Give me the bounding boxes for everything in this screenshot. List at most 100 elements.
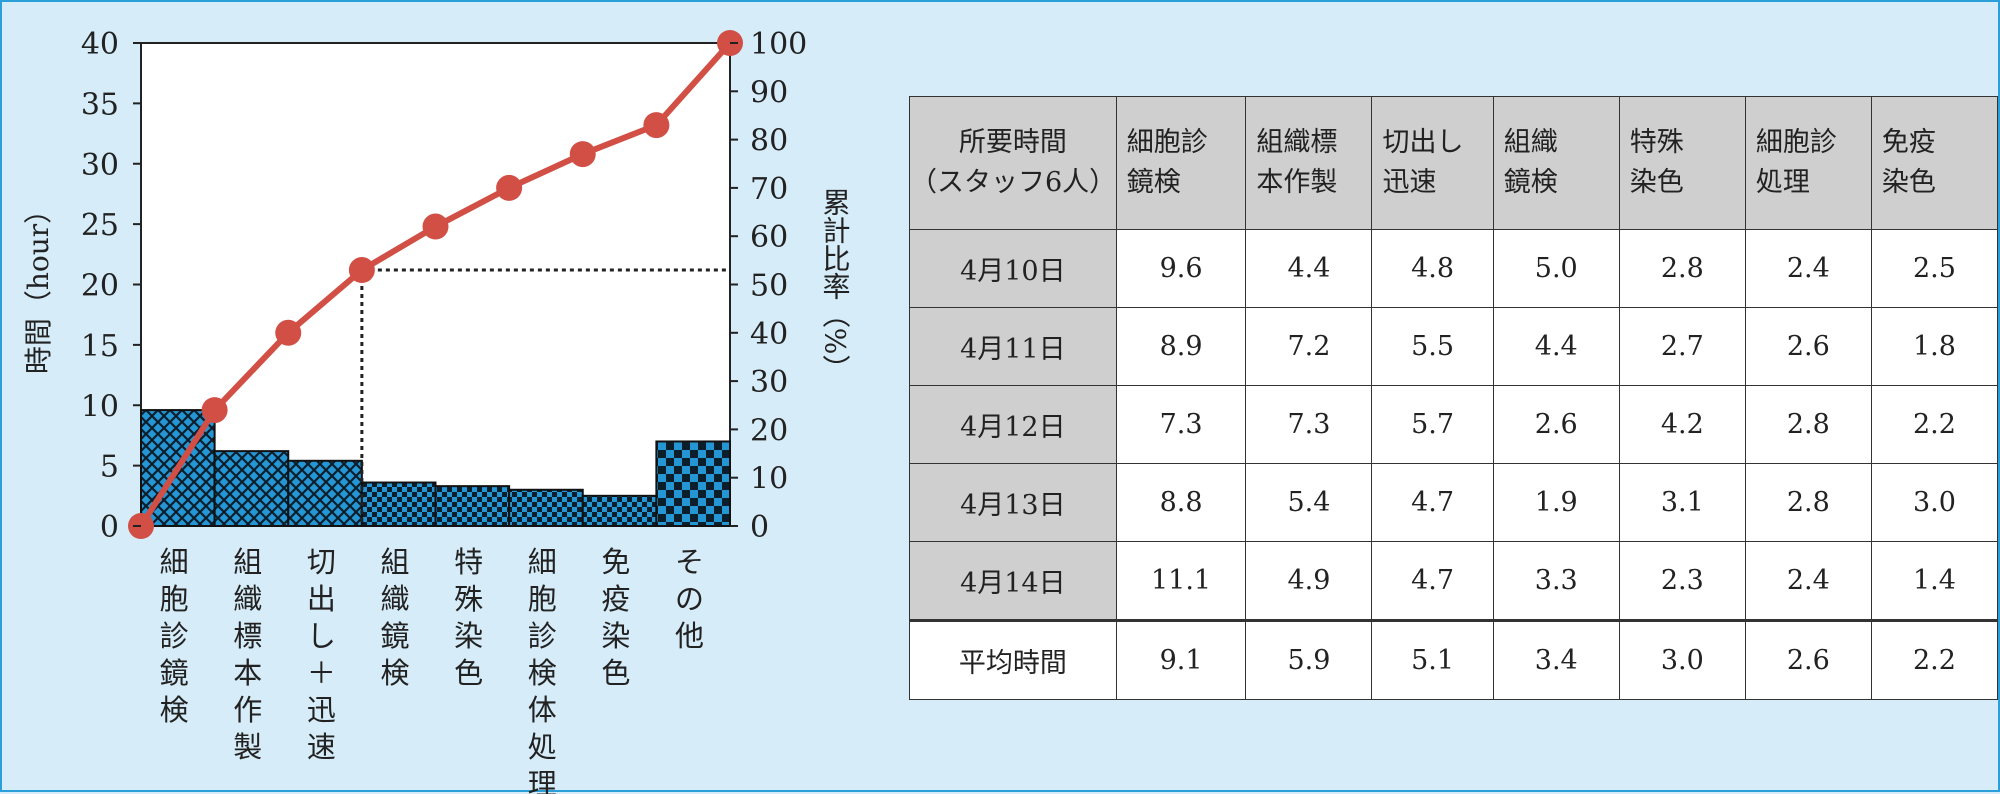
data-table: 所要時間 （スタッフ6人） 細胞診 鏡検 組織標 本作製 切出し 迅速 組織 鏡検 特殊 染色 細胞… xyxy=(909,96,1999,700)
right-axis-tick-label: 60 xyxy=(750,220,788,255)
value-cell: 9.1 xyxy=(1115,619,1247,700)
right-axis-tick-label: 90 xyxy=(750,75,788,110)
value-cell: 4.9 xyxy=(1245,541,1373,621)
left-axis-tick-label: 25 xyxy=(81,208,119,243)
value-cell: 3.3 xyxy=(1492,541,1620,621)
value-cell: 2.7 xyxy=(1618,307,1746,386)
left-axis-tick-label: 30 xyxy=(81,148,119,183)
value-cell: 5.4 xyxy=(1245,463,1373,542)
table-column-header: 免疫 染色 xyxy=(1870,96,1999,230)
bar xyxy=(287,459,363,528)
value-cell: 2.2 xyxy=(1870,385,1999,464)
value-cell: 4.4 xyxy=(1492,307,1620,386)
value-cell: 8.9 xyxy=(1115,307,1247,386)
value-cell: 2.3 xyxy=(1618,541,1746,621)
category-label: その他 xyxy=(675,545,704,653)
category-label: 組織標本作製 xyxy=(233,545,262,764)
value-cell: 2.5 xyxy=(1870,229,1999,308)
value-cell: 2.6 xyxy=(1492,385,1620,464)
left-axis-tick-label: 40 xyxy=(81,27,119,62)
value-cell: 5.5 xyxy=(1371,307,1494,386)
right-axis-tick-label: 0 xyxy=(750,510,769,545)
table-row: 4月14日 11.1 4.9 4.7 3.3 2.3 2.4 1.4 xyxy=(909,541,1999,621)
value-cell: 3.1 xyxy=(1618,463,1746,542)
table-column-header: 特殊 染色 xyxy=(1618,96,1746,230)
left-axis-tick-label: 15 xyxy=(81,329,119,364)
category-label: 免疫染色 xyxy=(601,545,630,690)
value-cell: 3.0 xyxy=(1870,463,1999,542)
bar xyxy=(360,481,437,527)
category-label: 特殊染色 xyxy=(454,545,483,690)
table-column-header: 組織標 本作製 xyxy=(1245,96,1373,230)
cumulative-point xyxy=(201,397,228,424)
value-cell: 5.7 xyxy=(1371,385,1494,464)
value-cell: 2.4 xyxy=(1744,229,1872,308)
bar xyxy=(213,450,290,528)
average-label-cell: 平均時間 xyxy=(909,619,1117,700)
table-header-row: 所要時間 （スタッフ6人） 細胞診 鏡検 組織標 本作製 切出し 迅速 組織 鏡検 特殊 染色 細胞… xyxy=(909,96,1999,230)
cumulative-point xyxy=(422,213,449,240)
right-axis-tick-label: 30 xyxy=(750,365,788,400)
cumulative-point xyxy=(348,257,375,284)
date-cell: 4月14日 xyxy=(909,541,1117,621)
value-cell: 7.2 xyxy=(1245,307,1373,386)
cumulative-point xyxy=(569,141,596,168)
value-cell: 4.8 xyxy=(1371,229,1494,308)
table-row: 4月13日 8.8 5.4 4.7 1.9 3.1 2.8 3.0 xyxy=(909,463,1999,542)
table-row: 4月11日 8.9 7.2 5.5 4.4 2.7 2.6 1.8 xyxy=(909,307,1999,386)
date-cell: 4月12日 xyxy=(909,385,1117,464)
category-label: 細胞診鏡検 xyxy=(160,545,189,727)
value-cell: 3.4 xyxy=(1492,619,1620,700)
left-axis-tick-label: 20 xyxy=(81,269,119,304)
right-axis-tick-label: 10 xyxy=(750,462,788,497)
value-cell: 11.1 xyxy=(1115,541,1247,621)
plot-area xyxy=(140,42,731,527)
bar xyxy=(581,494,658,527)
value-cell: 2.8 xyxy=(1618,229,1746,308)
table-column-header: 切出し 迅速 xyxy=(1371,96,1494,230)
bar xyxy=(508,488,584,527)
table-row: 4月12日 7.3 7.3 5.7 2.6 4.2 2.8 2.2 xyxy=(909,385,1999,464)
table-corner-header: 所要時間 （スタッフ6人） xyxy=(909,96,1117,230)
value-cell: 1.8 xyxy=(1870,307,1999,386)
category-label: 細胞診検体処理 xyxy=(528,545,557,794)
bar xyxy=(434,485,511,527)
left-axis-tick-label: 35 xyxy=(81,87,119,122)
value-cell: 4.7 xyxy=(1371,463,1494,542)
value-cell: 4.4 xyxy=(1245,229,1373,308)
value-cell: 9.6 xyxy=(1115,229,1247,308)
cumulative-point xyxy=(275,319,302,346)
table-average-row: 平均時間 9.1 5.9 5.1 3.4 3.0 2.6 2.2 xyxy=(909,619,1999,700)
table-column-header: 細胞診 処理 xyxy=(1744,96,1872,230)
right-axis-tick-label: 50 xyxy=(750,269,788,304)
date-cell: 4月11日 xyxy=(909,307,1117,386)
value-cell: 4.2 xyxy=(1618,385,1746,464)
left-axis-label: 時間（hour） xyxy=(22,196,55,374)
category-label: 切出し＋迅速 xyxy=(307,545,336,764)
category-label: 組織鏡検 xyxy=(380,545,409,690)
value-cell: 5.0 xyxy=(1492,229,1620,308)
value-cell: 2.8 xyxy=(1744,463,1872,542)
value-cell: 5.1 xyxy=(1371,619,1494,700)
right-axis-tick-label: 20 xyxy=(750,413,788,448)
right-axis-label: 累計比率（%） xyxy=(819,188,852,383)
left-axis-tick-label: 5 xyxy=(100,450,119,485)
table-row: 4月10日 9.6 4.4 4.8 5.0 2.8 2.4 2.5 xyxy=(909,229,1999,308)
value-cell: 8.8 xyxy=(1115,463,1247,542)
value-cell: 1.4 xyxy=(1870,541,1999,621)
date-cell: 4月10日 xyxy=(909,229,1117,308)
value-cell: 3.0 xyxy=(1618,619,1746,700)
value-cell: 4.7 xyxy=(1371,541,1494,621)
value-cell: 2.6 xyxy=(1744,307,1872,386)
right-axis-tick-label: 40 xyxy=(750,317,788,352)
cumulative-point xyxy=(496,174,523,201)
right-axis-tick-label: 80 xyxy=(750,124,788,159)
value-cell: 2.4 xyxy=(1744,541,1872,621)
value-cell: 2.8 xyxy=(1744,385,1872,464)
right-axis-tick-label: 100 xyxy=(750,27,807,62)
value-cell: 2.6 xyxy=(1744,619,1872,700)
value-cell: 1.9 xyxy=(1492,463,1620,542)
left-axis-tick-label: 10 xyxy=(81,389,119,424)
